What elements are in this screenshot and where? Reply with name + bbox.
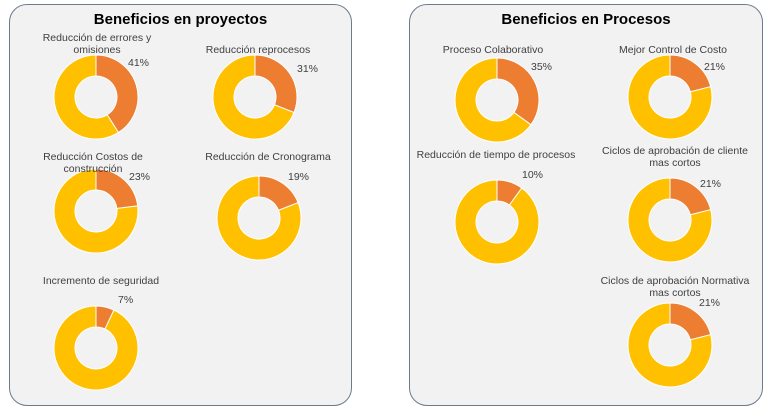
donut-value-slice: [669, 54, 712, 93]
chart-title: Reducción de tiempo de procesos: [406, 149, 586, 161]
chart-title: Proceso Colaborativo: [403, 44, 583, 56]
chart-title: Ciclos de aprobación de cliente mas corto…: [585, 145, 765, 169]
donut-value-slice: [669, 302, 712, 341]
donut-value-slice: [95, 305, 115, 330]
donut-remainder-slice: [53, 54, 120, 140]
chart-title: Reducción reprocesos: [168, 44, 348, 56]
percent-label: 21%: [700, 178, 722, 190]
chart-title-line: construcción: [63, 163, 123, 175]
chart-title: Mejor Control de Costo: [583, 44, 763, 56]
chart-title-line: Mejor Control de Costo: [619, 44, 727, 56]
chart-title-line: Reducción de Cronograma: [205, 151, 331, 163]
percent-label: 35%: [531, 61, 553, 73]
chart-title-line: Proceso Colaborativo: [442, 44, 544, 56]
chart-title-line: mas cortos: [649, 157, 701, 169]
panel-title: Beneficios en proyectos: [93, 11, 268, 28]
donut-value-slice: [669, 177, 712, 216]
donut-value-slice: [254, 54, 298, 114]
chart-title: Ciclos de aprobación Normativa mas cortos: [585, 275, 765, 299]
percent-label: 21%: [699, 297, 721, 309]
percent-label: 21%: [704, 61, 726, 73]
donut-remainder-slice: [53, 305, 139, 391]
chart-title-line: Reducción de tiempo de procesos: [416, 149, 576, 161]
donut-value-slice: [95, 54, 139, 134]
percent-label: 31%: [297, 63, 319, 75]
donut-value-slice: [258, 175, 299, 211]
chart-title: Reducción Costos de construcción: [3, 151, 183, 175]
donut-value-slice: [496, 179, 523, 206]
panel-title: Beneficios en Procesos: [501, 11, 671, 28]
percent-label: 41%: [128, 57, 150, 69]
chart-title: Incremento de seguridad: [11, 275, 191, 287]
donut-remainder-slice: [212, 54, 295, 140]
donut-value-slice: [95, 168, 139, 209]
chart-title-line: omisiones: [73, 44, 121, 56]
donut-value-slice: [496, 57, 540, 126]
chart-title-line: Reducción Costos de: [43, 151, 143, 163]
donut-remainder-slice: [216, 175, 302, 261]
donut-remainder-slice: [627, 177, 713, 263]
percent-label: 7%: [118, 294, 134, 306]
donut-remainder-slice: [627, 302, 713, 388]
chart-title-line: mas cortos: [649, 287, 701, 299]
chart-title-line: Incremento de seguridad: [42, 275, 160, 287]
chart-title: Reducción de errores y omisiones: [7, 32, 187, 56]
chart-title-line: Ciclos de aprobación de cliente: [602, 145, 748, 157]
chart-title-line: Reducción de errores y: [42, 32, 152, 44]
chart-title-line: Ciclos de aprobación Normativa: [600, 275, 750, 287]
percent-label: 19%: [288, 171, 310, 183]
donut-remainder-slice: [454, 57, 532, 143]
chart-title: Reducción de Cronograma: [178, 151, 358, 163]
chart-title-line: Reducción reprocesos: [205, 44, 311, 56]
percent-label: 23%: [129, 171, 151, 183]
donut-remainder-slice: [53, 168, 139, 254]
donut-remainder-slice: [454, 179, 540, 265]
percent-label: 10%: [522, 169, 544, 181]
donut-remainder-slice: [627, 54, 713, 140]
